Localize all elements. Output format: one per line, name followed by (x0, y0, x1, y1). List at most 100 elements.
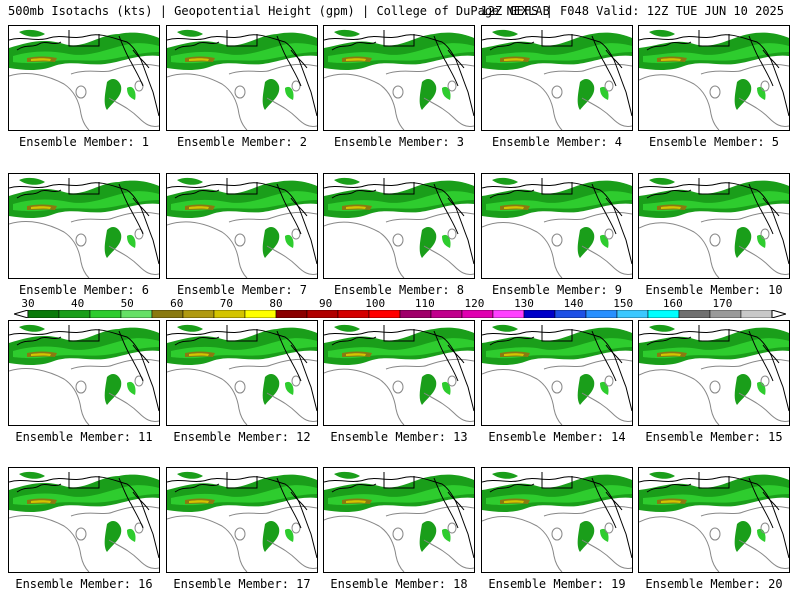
ensemble-member-label: Ensemble Member: 16 (15, 577, 153, 591)
height-contours (9, 63, 159, 130)
ensemble-member-map (8, 173, 160, 279)
ensemble-member-label: Ensemble Member: 9 (491, 283, 623, 297)
model-valid-time: 12Z GEFS | F048 Valid: 12Z TUE JUN 10 20… (480, 4, 784, 18)
ensemble-member-map (638, 467, 790, 573)
ensemble-member-label: Ensemble Member: 6 (18, 283, 150, 297)
colorbar-tick-label: 80 (269, 297, 283, 310)
map-plot (324, 471, 474, 572)
title-bar: 500mb Isotachs (kts) | Geopotential Heig… (0, 0, 800, 22)
ensemble-member-label: Ensemble Member: 11 (15, 430, 153, 444)
colorbar-segment (89, 310, 122, 318)
ensemble-member-label: Ensemble Member: 2 (176, 135, 308, 149)
height-contours (167, 505, 317, 572)
height-contours (482, 358, 632, 425)
map-plot (324, 177, 474, 278)
political-boundaries (482, 30, 632, 117)
map-plot (324, 29, 474, 130)
ensemble-member-label: Ensemble Member: 3 (333, 135, 465, 149)
height-contours (639, 358, 789, 425)
colorbar-tick-label: 30 (21, 297, 35, 310)
political-boundaries (167, 30, 317, 117)
map-plot (167, 324, 317, 425)
ensemble-member-label: Ensemble Member: 8 (333, 283, 465, 297)
political-boundaries (9, 472, 159, 559)
colorbar-segment (430, 310, 463, 318)
political-boundaries (9, 325, 159, 412)
map-plot (9, 29, 159, 130)
ensemble-member-label: Ensemble Member: 15 (645, 430, 783, 444)
political-boundaries (9, 178, 159, 265)
political-boundaries (324, 178, 474, 265)
height-contours (9, 211, 159, 278)
map-plot (639, 324, 789, 425)
isotach-shading (9, 471, 159, 552)
map-plot (9, 471, 159, 572)
height-contours (167, 63, 317, 130)
colorbar-segment (740, 310, 773, 318)
ensemble-member-map (481, 467, 633, 573)
ensemble-member-map (481, 320, 633, 426)
map-plot (482, 324, 632, 425)
political-boundaries (9, 30, 159, 117)
colorbar-tick-label: 130 (514, 297, 534, 310)
political-boundaries (324, 472, 474, 559)
colorbar-segment (120, 310, 153, 318)
ensemble-member-map (323, 320, 475, 426)
colorbar-segment (27, 310, 60, 318)
colorbar-tick-label: 160 (662, 297, 683, 310)
colorbar-segment (306, 310, 339, 318)
wind-speed-colorbar (14, 310, 786, 318)
ensemble-member-map (166, 467, 318, 573)
colorbar-segment (585, 310, 618, 318)
isotach-shading (9, 29, 159, 110)
ensemble-member-map (166, 25, 318, 131)
map-plot (639, 471, 789, 572)
ensemble-member-map (481, 25, 633, 131)
map-plot (324, 324, 474, 425)
colorbar-segment (58, 310, 91, 318)
political-boundaries (167, 325, 317, 412)
ensemble-member-label: Ensemble Member: 20 (645, 577, 783, 591)
ensemble-member-map (166, 320, 318, 426)
colorbar-tick-label: 150 (613, 297, 634, 310)
political-boundaries (639, 325, 789, 412)
map-plot (9, 324, 159, 425)
ensemble-member-label: Ensemble Member: 7 (176, 283, 308, 297)
colorbar-segment (275, 310, 308, 318)
political-boundaries (167, 178, 317, 265)
colorbar-segment (461, 310, 494, 318)
colorbar-tick-label: 70 (219, 297, 234, 310)
colorbar-tick-label: 120 (464, 297, 485, 310)
ensemble-member-map (8, 25, 160, 131)
ensemble-member-map (481, 173, 633, 279)
height-contours (324, 358, 474, 425)
isotach-shading (639, 324, 789, 405)
ensemble-member-label: Ensemble Member: 4 (491, 135, 623, 149)
ensemble-member-label: Ensemble Member: 17 (173, 577, 311, 591)
ensemble-member-map (323, 173, 475, 279)
height-contours (639, 505, 789, 572)
ensemble-member-map (638, 25, 790, 131)
ensemble-member-label: Ensemble Member: 13 (330, 430, 468, 444)
height-contours (482, 505, 632, 572)
height-contours (482, 63, 632, 130)
ensemble-member-label: Ensemble Member: 5 (648, 135, 780, 149)
colorbar-segment (151, 310, 184, 318)
colorbar-tick-labels: 30 40 50 60 70 80 90 100 110 120 130 140 150 160 170 (0, 297, 800, 310)
map-plot (167, 471, 317, 572)
colorbar-segment (244, 310, 277, 318)
ensemble-member-map (323, 25, 475, 131)
map-plot (167, 29, 317, 130)
height-contours (9, 358, 159, 425)
ensemble-member-label: Ensemble Member: 12 (173, 430, 311, 444)
colorbar-segment (647, 310, 680, 318)
colorbar-segment (213, 310, 246, 318)
map-plot (167, 177, 317, 278)
ensemble-member-map (8, 467, 160, 573)
height-contours (482, 211, 632, 278)
ensemble-member-map (638, 320, 790, 426)
colorbar-tick-label: 50 (120, 297, 134, 310)
colorbar-tick-label: 140 (563, 297, 584, 310)
height-contours (639, 63, 789, 130)
colorbar-over-arrow (771, 310, 786, 318)
